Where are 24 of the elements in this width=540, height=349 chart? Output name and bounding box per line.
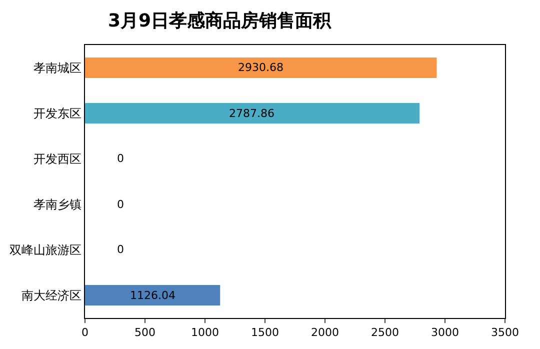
y-tick-label: 双峰山旅游区 bbox=[10, 242, 82, 257]
x-tick-label: 1000 bbox=[191, 326, 219, 340]
y-tick-label: 南大经济区 bbox=[22, 288, 82, 302]
x-tick-label: 500 bbox=[134, 326, 156, 340]
y-tick-label: 孝南乡镇 bbox=[34, 197, 82, 212]
data-label: 0 bbox=[117, 152, 124, 165]
data-label: 2787.86 bbox=[229, 107, 274, 120]
data-label: 0 bbox=[117, 243, 124, 256]
x-tick-label: 3000 bbox=[431, 326, 459, 340]
data-label: 0 bbox=[117, 198, 124, 211]
x-tick-label: 2500 bbox=[371, 326, 399, 340]
y-tick-label: 开发东区 bbox=[34, 106, 82, 120]
x-tick-label: 3500 bbox=[491, 326, 519, 340]
x-tick-label: 0 bbox=[82, 326, 88, 340]
bar bbox=[85, 103, 420, 124]
bar bbox=[85, 58, 437, 78]
y-tick-label: 孝南城区 bbox=[34, 60, 82, 75]
x-tick-label: 1500 bbox=[251, 326, 279, 340]
data-label: 1126.04 bbox=[130, 289, 176, 302]
data-label: 2930.68 bbox=[238, 61, 284, 74]
chart-title: 3月9日孝感商品房销售面积 bbox=[108, 10, 332, 32]
y-tick-label: 开发西区 bbox=[34, 152, 82, 166]
x-tick-label: 2000 bbox=[311, 326, 339, 340]
bar bbox=[85, 285, 220, 306]
